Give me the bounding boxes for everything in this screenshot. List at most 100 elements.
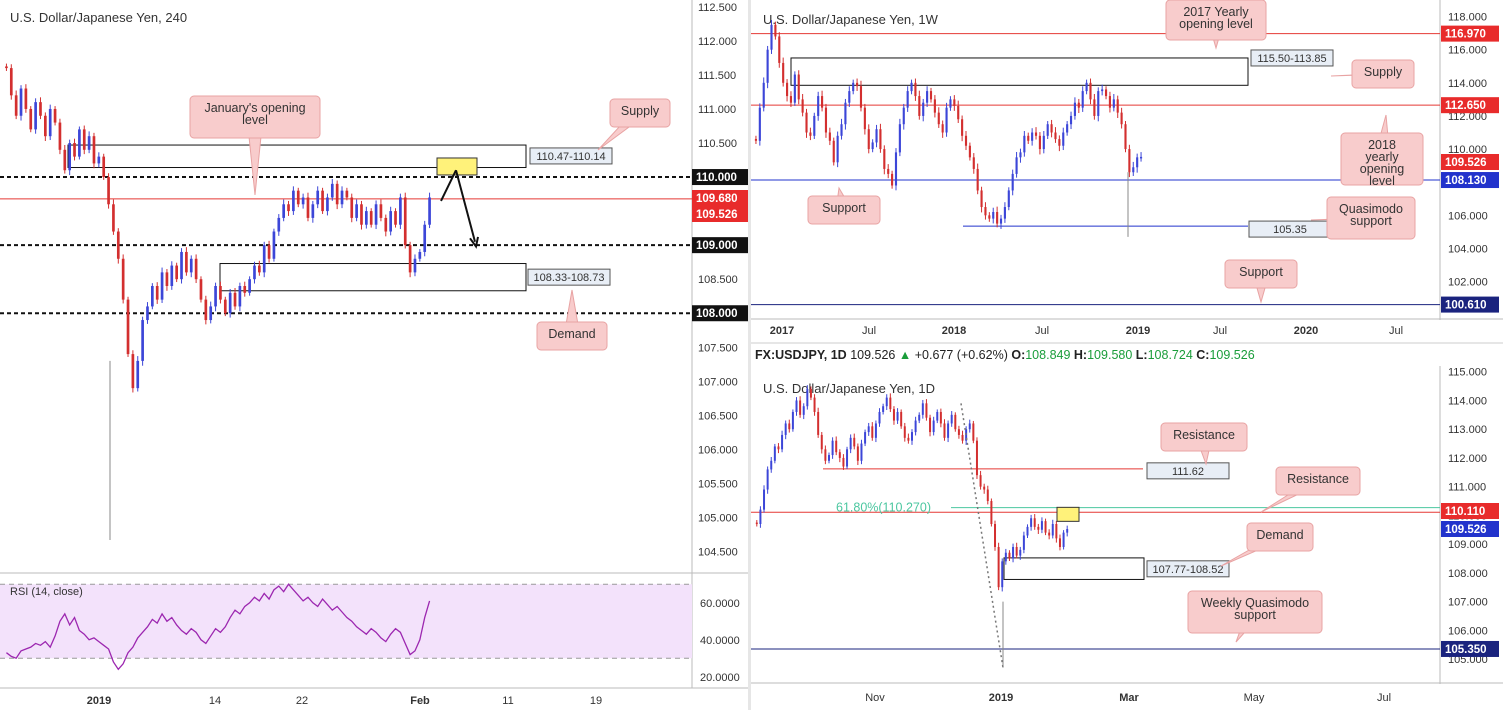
- daily-candle: [947, 423, 950, 438]
- daily-candle: [773, 446, 776, 461]
- h4-candle: [428, 197, 431, 225]
- up-arrow-icon: ▲: [898, 348, 912, 362]
- h4-chart-panel[interactable]: U.S. Dollar/Japanese Yen, 240 112.500 112.…: [0, 0, 750, 710]
- daily-chart[interactable]: U.S. Dollar/Japanese Yen, 1D 115.000 114.0…: [751, 366, 1503, 710]
- h4-candle: [340, 190, 344, 205]
- daily-x-tick: May: [1244, 692, 1265, 704]
- weekly-candle: [1062, 132, 1065, 146]
- daily-candle: [889, 397, 892, 410]
- h4-candle: [170, 265, 174, 286]
- h4-demand-zone-label: 108.33-108.73: [534, 272, 605, 284]
- daily-resistance-2-callout-text: Resistance: [1287, 472, 1349, 486]
- daily-candle: [874, 423, 877, 438]
- weekly-quasimodo-note-callout: [1326, 196, 1416, 240]
- h4-y-tick: 112.500: [698, 2, 737, 14]
- weekly-candle: [1031, 132, 1034, 141]
- daily-candle: [972, 423, 975, 441]
- daily-candle: [1062, 532, 1065, 547]
- h4-y-tick: 111.500: [698, 70, 736, 82]
- h4-candle: [350, 197, 354, 218]
- weekly-candle: [789, 96, 793, 103]
- daily-price-tag: [1441, 640, 1499, 657]
- h4-supply-callout-text: Supply: [621, 104, 660, 118]
- weekly-x-tick: 2018: [942, 325, 966, 337]
- h4-candle: [413, 258, 417, 273]
- daily-quasimodo-callout-text: Weekly Quasimodo: [1201, 596, 1309, 610]
- daily-candle: [799, 400, 802, 415]
- daily-y-tick: 113.000: [1448, 424, 1487, 436]
- h4-rsi-label: RSI (14, close): [10, 586, 83, 598]
- h4-candle: [301, 197, 305, 205]
- h4-candle: [209, 306, 213, 321]
- h4-candle: [92, 136, 96, 164]
- h4-y-tick: 107.500: [698, 342, 738, 354]
- weekly-candle: [754, 138, 758, 141]
- weekly-candle: [964, 135, 968, 146]
- h4-candle: [345, 190, 349, 198]
- daily-y-tick: 109.000: [1448, 539, 1488, 551]
- daily-candle: [968, 423, 971, 430]
- h4-candle: [107, 177, 110, 205]
- h4-candle: [296, 190, 300, 205]
- daily-candle: [784, 423, 787, 435]
- daily-candle: [820, 434, 823, 450]
- weekly-candle: [1058, 139, 1061, 146]
- daily-candle: [1033, 518, 1036, 527]
- daily-candle: [936, 411, 939, 421]
- daily-chart-panel[interactable]: U.S. Dollar/Japanese Yen, 1D 115.000 114.0…: [751, 366, 1503, 710]
- h4-rsi-band: [0, 584, 692, 659]
- weekly-candle: [832, 140, 835, 163]
- weekly-candle: [1066, 124, 1069, 133]
- weekly-y-tick: 102.000: [1448, 277, 1488, 289]
- weekly-candle: [1069, 115, 1073, 125]
- weekly-price-tag-label: 100.610: [1445, 300, 1487, 312]
- open-value: 108.849: [1025, 348, 1071, 362]
- h4-candle: [219, 286, 222, 300]
- h4-demand-callout: [536, 321, 608, 351]
- h4-y-tick: 108.500: [698, 274, 738, 286]
- h4-candle: [238, 286, 242, 307]
- h4-candle: [82, 129, 86, 150]
- daily-x-tick: Jul: [1377, 692, 1391, 704]
- daily-candle: [932, 420, 935, 433]
- weekly-candle: [828, 132, 831, 141]
- h4-candle: [58, 122, 62, 150]
- daily-sell-zone-highlight: [1056, 506, 1080, 522]
- daily-candle: [838, 452, 841, 458]
- h4-price-tag: [692, 305, 750, 322]
- daily-candle: [965, 429, 968, 441]
- daily-candle: [1058, 538, 1061, 547]
- weekly-y-tick: 104.000: [1448, 243, 1488, 255]
- h4-candle: [330, 183, 334, 198]
- weekly-y-tick: 106.000: [1448, 210, 1488, 222]
- weekly-candle: [883, 149, 886, 169]
- h4-candle: [102, 156, 106, 178]
- weekly-chart-panel[interactable]: U.S. Dollar/Japanese Yen, 1W 118.000 116.0…: [751, 0, 1503, 342]
- daily-candle: [1030, 518, 1033, 527]
- weekly-candle: [996, 212, 999, 224]
- weekly-chart[interactable]: U.S. Dollar/Japanese Yen, 1W 118.000 116.0…: [751, 0, 1503, 342]
- daily-candle: [975, 440, 978, 476]
- h4-candle: [423, 224, 427, 252]
- weekly-candle: [1050, 124, 1053, 133]
- h4-candle: [384, 217, 388, 232]
- h4-candle: [233, 292, 237, 307]
- weekly-x-tick: 2019: [1126, 325, 1150, 337]
- h4-candle: [374, 204, 378, 225]
- weekly-candle: [898, 124, 901, 153]
- daily-candle: [961, 434, 964, 441]
- h4-candle: [126, 299, 130, 355]
- h4-chart[interactable]: U.S. Dollar/Japanese Yen, 240 112.500 112.…: [0, 0, 750, 710]
- h4-x-tick: 19: [590, 695, 602, 707]
- daily-candle: [954, 414, 957, 430]
- symbol-name: FX:USDJPY,: [755, 348, 828, 362]
- daily-y-tick: 106.000: [1448, 625, 1488, 637]
- h4-candle: [199, 279, 203, 300]
- weekly-supply-callout: [1351, 59, 1415, 89]
- daily-quasimodo-callout-text: support: [1234, 608, 1276, 622]
- daily-candle: [950, 414, 953, 424]
- weekly-candle: [1097, 91, 1100, 116]
- daily-candle: [997, 546, 1000, 588]
- weekly-candle: [758, 107, 761, 141]
- weekly-candle: [1073, 102, 1076, 116]
